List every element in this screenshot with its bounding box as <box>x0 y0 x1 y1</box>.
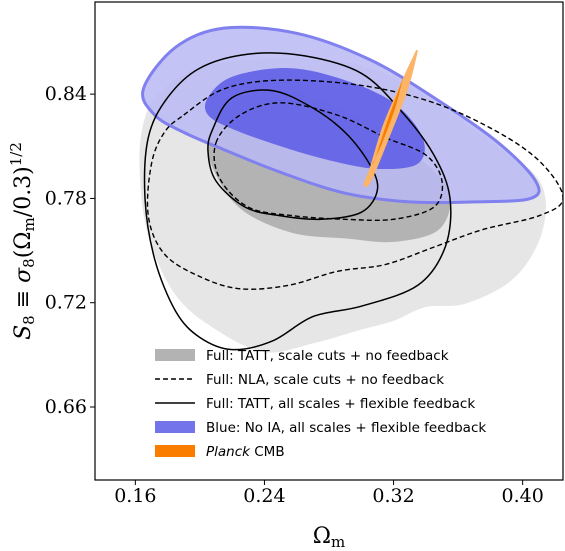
legend-swatch <box>155 349 195 361</box>
series-blue-filled <box>141 25 541 205</box>
x-tick-label: 0.16 <box>114 485 156 507</box>
svg-text:Ωm: Ωm <box>313 524 345 551</box>
svg-text:S8 ≡ σ8(Ωm/0.3)1/2: S8 ≡ σ8(Ωm/0.3)1/2 <box>7 142 38 340</box>
x-tick-label: 0.32 <box>372 485 414 507</box>
plot-frame <box>94 1 564 481</box>
y-tick-label: 0.84 <box>45 83 87 105</box>
y-tick-label: 0.78 <box>45 187 87 209</box>
x-tick-label: 0.24 <box>243 485 285 507</box>
contour-orange-filled-inner <box>372 73 405 165</box>
contour-solid-inner <box>207 89 379 221</box>
x-axis-label: Ωm <box>313 524 345 551</box>
y-axis-label: S8 ≡ σ8(Ωm/0.3)1/2 <box>7 142 38 340</box>
legend: Full: TATT, scale cuts + no feedback Full… <box>155 348 486 460</box>
contour-layer <box>139 25 563 353</box>
x-tick-label: 0.40 <box>501 485 543 507</box>
legend-label: Full: TATT, scale cuts + no feedback <box>206 348 449 364</box>
legend-label: Full: TATT, all scales + flexible feedba… <box>206 396 475 412</box>
series-solid <box>143 52 452 351</box>
contour-dashed-inner <box>213 102 444 222</box>
y-axis-ticks: 0.66 0.72 0.78 0.84 <box>45 83 95 418</box>
legend-label: Planck CMB <box>206 444 285 460</box>
contour-solid-outer <box>143 52 452 351</box>
legend-swatch <box>155 445 195 457</box>
series-dashed <box>146 79 563 290</box>
series-orange-filled <box>363 50 418 188</box>
contour-dashed-outer <box>146 79 563 290</box>
legend-label: Full: NLA, scale cuts + no feedback <box>206 372 444 388</box>
legend-swatch <box>155 421 195 433</box>
contour-blue-filled-inner <box>204 68 425 170</box>
legend-label: Blue: No IA, all scales + flexible feedb… <box>206 420 486 436</box>
y-tick-label: 0.66 <box>45 396 87 418</box>
x-axis-ticks: 0.16 0.24 0.32 0.40 <box>114 480 544 507</box>
y-tick-label: 0.72 <box>45 292 87 314</box>
